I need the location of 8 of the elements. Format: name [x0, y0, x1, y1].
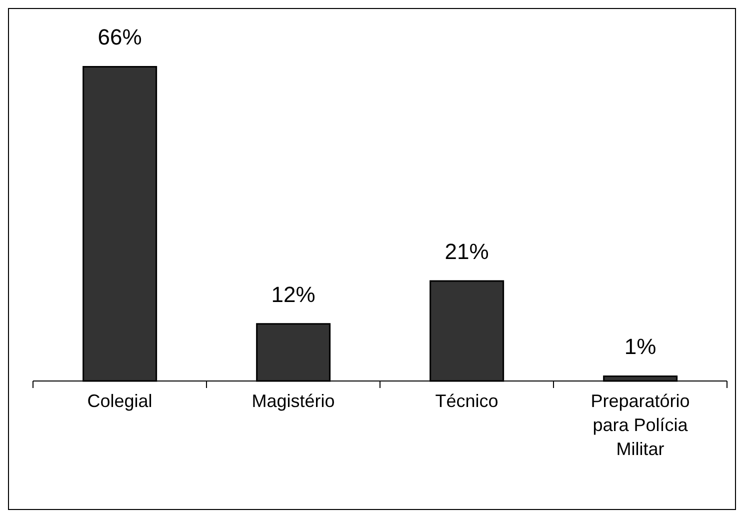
data-label: 21%	[444, 239, 489, 264]
x-tick-label: Magistério	[252, 391, 335, 411]
x-tick-label: Técnico	[435, 391, 498, 411]
data-label: 66%	[98, 24, 142, 50]
x-tick-label: Colegial	[87, 391, 152, 411]
data-label: 1%	[624, 334, 656, 360]
data-label: 12%	[271, 282, 316, 307]
x-tick-label: Preparatório para Polícia Militar	[590, 391, 690, 459]
